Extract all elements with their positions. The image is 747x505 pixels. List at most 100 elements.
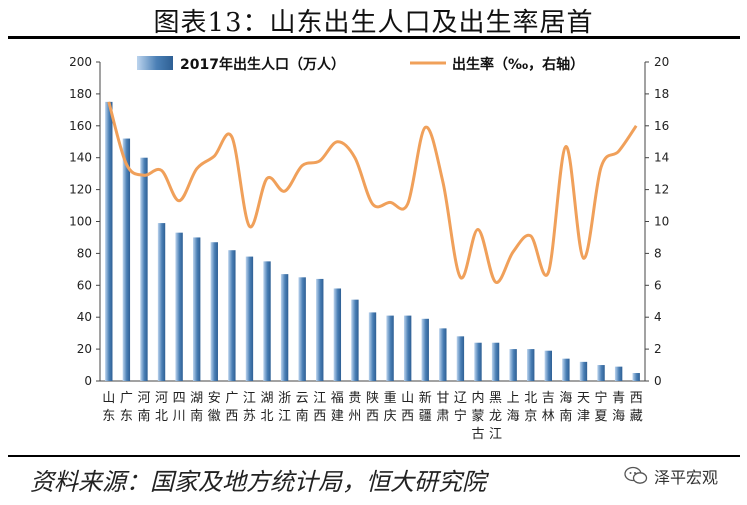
left-tick-label: 20 bbox=[77, 342, 92, 356]
bar-西藏 bbox=[632, 373, 640, 381]
bars bbox=[105, 101, 640, 381]
bar-山东 bbox=[105, 101, 113, 381]
x-tick-label: 北京 bbox=[524, 391, 537, 424]
wechat-icon bbox=[624, 466, 648, 484]
bar-海南 bbox=[562, 358, 570, 381]
x-tick-label: 浙江 bbox=[278, 391, 291, 424]
bar-北京 bbox=[527, 349, 535, 381]
legend: 2017年出生人口（万人） 出生率（‰，右轴） bbox=[137, 56, 584, 73]
x-tick-label: 四川 bbox=[173, 391, 186, 424]
right-tick-label: 20 bbox=[654, 55, 669, 69]
x-tick-label: 西藏 bbox=[630, 391, 643, 424]
x-tick-label: 宁夏 bbox=[595, 390, 608, 424]
bar-四川 bbox=[175, 232, 183, 381]
bar-甘肃 bbox=[439, 328, 447, 381]
bar-浙江 bbox=[280, 274, 289, 381]
x-tick-label: 广东 bbox=[120, 391, 133, 424]
right-tick-label: 6 bbox=[654, 278, 662, 292]
x-tick-label: 江西 bbox=[313, 391, 326, 424]
chart-title: 图表13：山东出生人口及出生率居首 bbox=[153, 8, 594, 38]
x-tick-label: 湖南 bbox=[190, 391, 203, 424]
x-tick-label: 江苏 bbox=[243, 391, 256, 424]
bar-上海 bbox=[509, 349, 517, 381]
birth-rate-line bbox=[107, 101, 638, 284]
x-tick-label: 安徽 bbox=[208, 391, 221, 424]
right-tick-label: 12 bbox=[654, 183, 669, 197]
legend-line-label: 出生率（‰，右轴） bbox=[452, 56, 584, 73]
left-tick-label: 100 bbox=[69, 215, 92, 229]
bar-内蒙古 bbox=[474, 342, 482, 381]
x-tick-label: 广西 bbox=[225, 391, 238, 424]
bar-云南 bbox=[298, 277, 306, 381]
x-tick-label: 青海 bbox=[612, 391, 625, 424]
left-tick-label: 60 bbox=[77, 278, 92, 292]
bar-天津 bbox=[579, 361, 588, 381]
x-tick-label: 云南 bbox=[296, 391, 309, 424]
x-tick-label: 天津 bbox=[577, 391, 590, 424]
x-tick-label: 山东 bbox=[102, 391, 115, 424]
legend-bar-swatch bbox=[137, 56, 173, 70]
left-tick-label: 180 bbox=[69, 87, 92, 101]
right-tick-label: 18 bbox=[654, 87, 669, 101]
x-tick-label: 重庆 bbox=[384, 390, 397, 424]
right-tick-label: 4 bbox=[654, 310, 662, 324]
source-note: 资料来源：国家及地方统计局，恒大研究院 bbox=[30, 468, 486, 496]
right-tick-label: 0 bbox=[654, 374, 662, 388]
line-series bbox=[107, 101, 638, 284]
bar-黑龙江 bbox=[491, 342, 500, 381]
right-tick-label: 14 bbox=[654, 151, 669, 165]
right-tick-label: 10 bbox=[654, 215, 669, 229]
left-tick-label: 0 bbox=[84, 374, 92, 388]
bar-山西 bbox=[403, 315, 412, 381]
bar-安徽 bbox=[210, 242, 218, 381]
watermark-text: 泽平宏观 bbox=[654, 468, 719, 487]
bar-青海 bbox=[614, 366, 623, 381]
bar-河南 bbox=[140, 157, 148, 381]
x-tick-label: 河北 bbox=[155, 391, 168, 424]
x-tick-label: 河南 bbox=[137, 391, 150, 424]
left-tick-label: 120 bbox=[69, 183, 92, 197]
x-tick-label: 陕西 bbox=[366, 391, 379, 424]
legend-bar-label: 2017年出生人口（万人） bbox=[180, 56, 345, 73]
source-rule-top bbox=[8, 455, 740, 457]
watermark: 泽平宏观 bbox=[624, 464, 718, 488]
x-tick-label: 新疆 bbox=[419, 390, 432, 424]
right-tick-label: 2 bbox=[654, 342, 662, 356]
bar-重庆 bbox=[386, 315, 394, 381]
x-tick-label: 甘肃 bbox=[436, 391, 449, 424]
left-tick-label: 200 bbox=[69, 55, 92, 69]
bar-广西 bbox=[228, 250, 236, 381]
bar-辽宁 bbox=[456, 336, 465, 381]
x-tick-label: 贵州 bbox=[348, 391, 361, 424]
x-tick-label: 内蒙古 bbox=[471, 390, 484, 442]
bar-湖南 bbox=[193, 237, 201, 381]
chart: 0 20 40 60 80 100 120 140 160 180 200 0 2 4 6 8 10 12 14 16… bbox=[69, 55, 669, 442]
bar-江苏 bbox=[245, 256, 254, 381]
right-tick-label: 8 bbox=[654, 246, 662, 260]
x-tick-label: 上海 bbox=[507, 391, 520, 424]
right-tick-label: 16 bbox=[654, 119, 669, 133]
bar-贵州 bbox=[351, 299, 359, 381]
bar-福建 bbox=[333, 288, 342, 381]
x-tick-label: 吉林 bbox=[542, 391, 555, 424]
bar-陕西 bbox=[368, 312, 377, 381]
left-tick-label: 160 bbox=[69, 119, 92, 133]
left-tick-label: 140 bbox=[69, 151, 92, 165]
left-tick-label: 80 bbox=[77, 246, 92, 260]
bar-吉林 bbox=[544, 350, 552, 381]
bar-湖北 bbox=[263, 261, 271, 381]
bar-新疆 bbox=[421, 318, 429, 381]
x-tick-label: 辽宁 bbox=[454, 391, 467, 424]
x-tick-label: 湖北 bbox=[261, 391, 274, 424]
x-tick-label: 黑龙江 bbox=[489, 391, 502, 442]
bar-江西 bbox=[316, 278, 324, 381]
bar-河北 bbox=[157, 223, 166, 381]
bar-宁夏 bbox=[597, 365, 605, 381]
x-tick-label: 山西 bbox=[401, 391, 414, 424]
tick-labels: 0 20 40 60 80 100 120 140 160 180 200 0 2 4 6 8 10 12 14 16… bbox=[69, 55, 669, 442]
bar-广东 bbox=[122, 138, 131, 381]
title-rule bbox=[8, 36, 740, 39]
x-tick-label: 福建 bbox=[331, 391, 344, 424]
left-tick-label: 40 bbox=[77, 310, 92, 324]
x-tick-label: 海南 bbox=[559, 391, 572, 424]
